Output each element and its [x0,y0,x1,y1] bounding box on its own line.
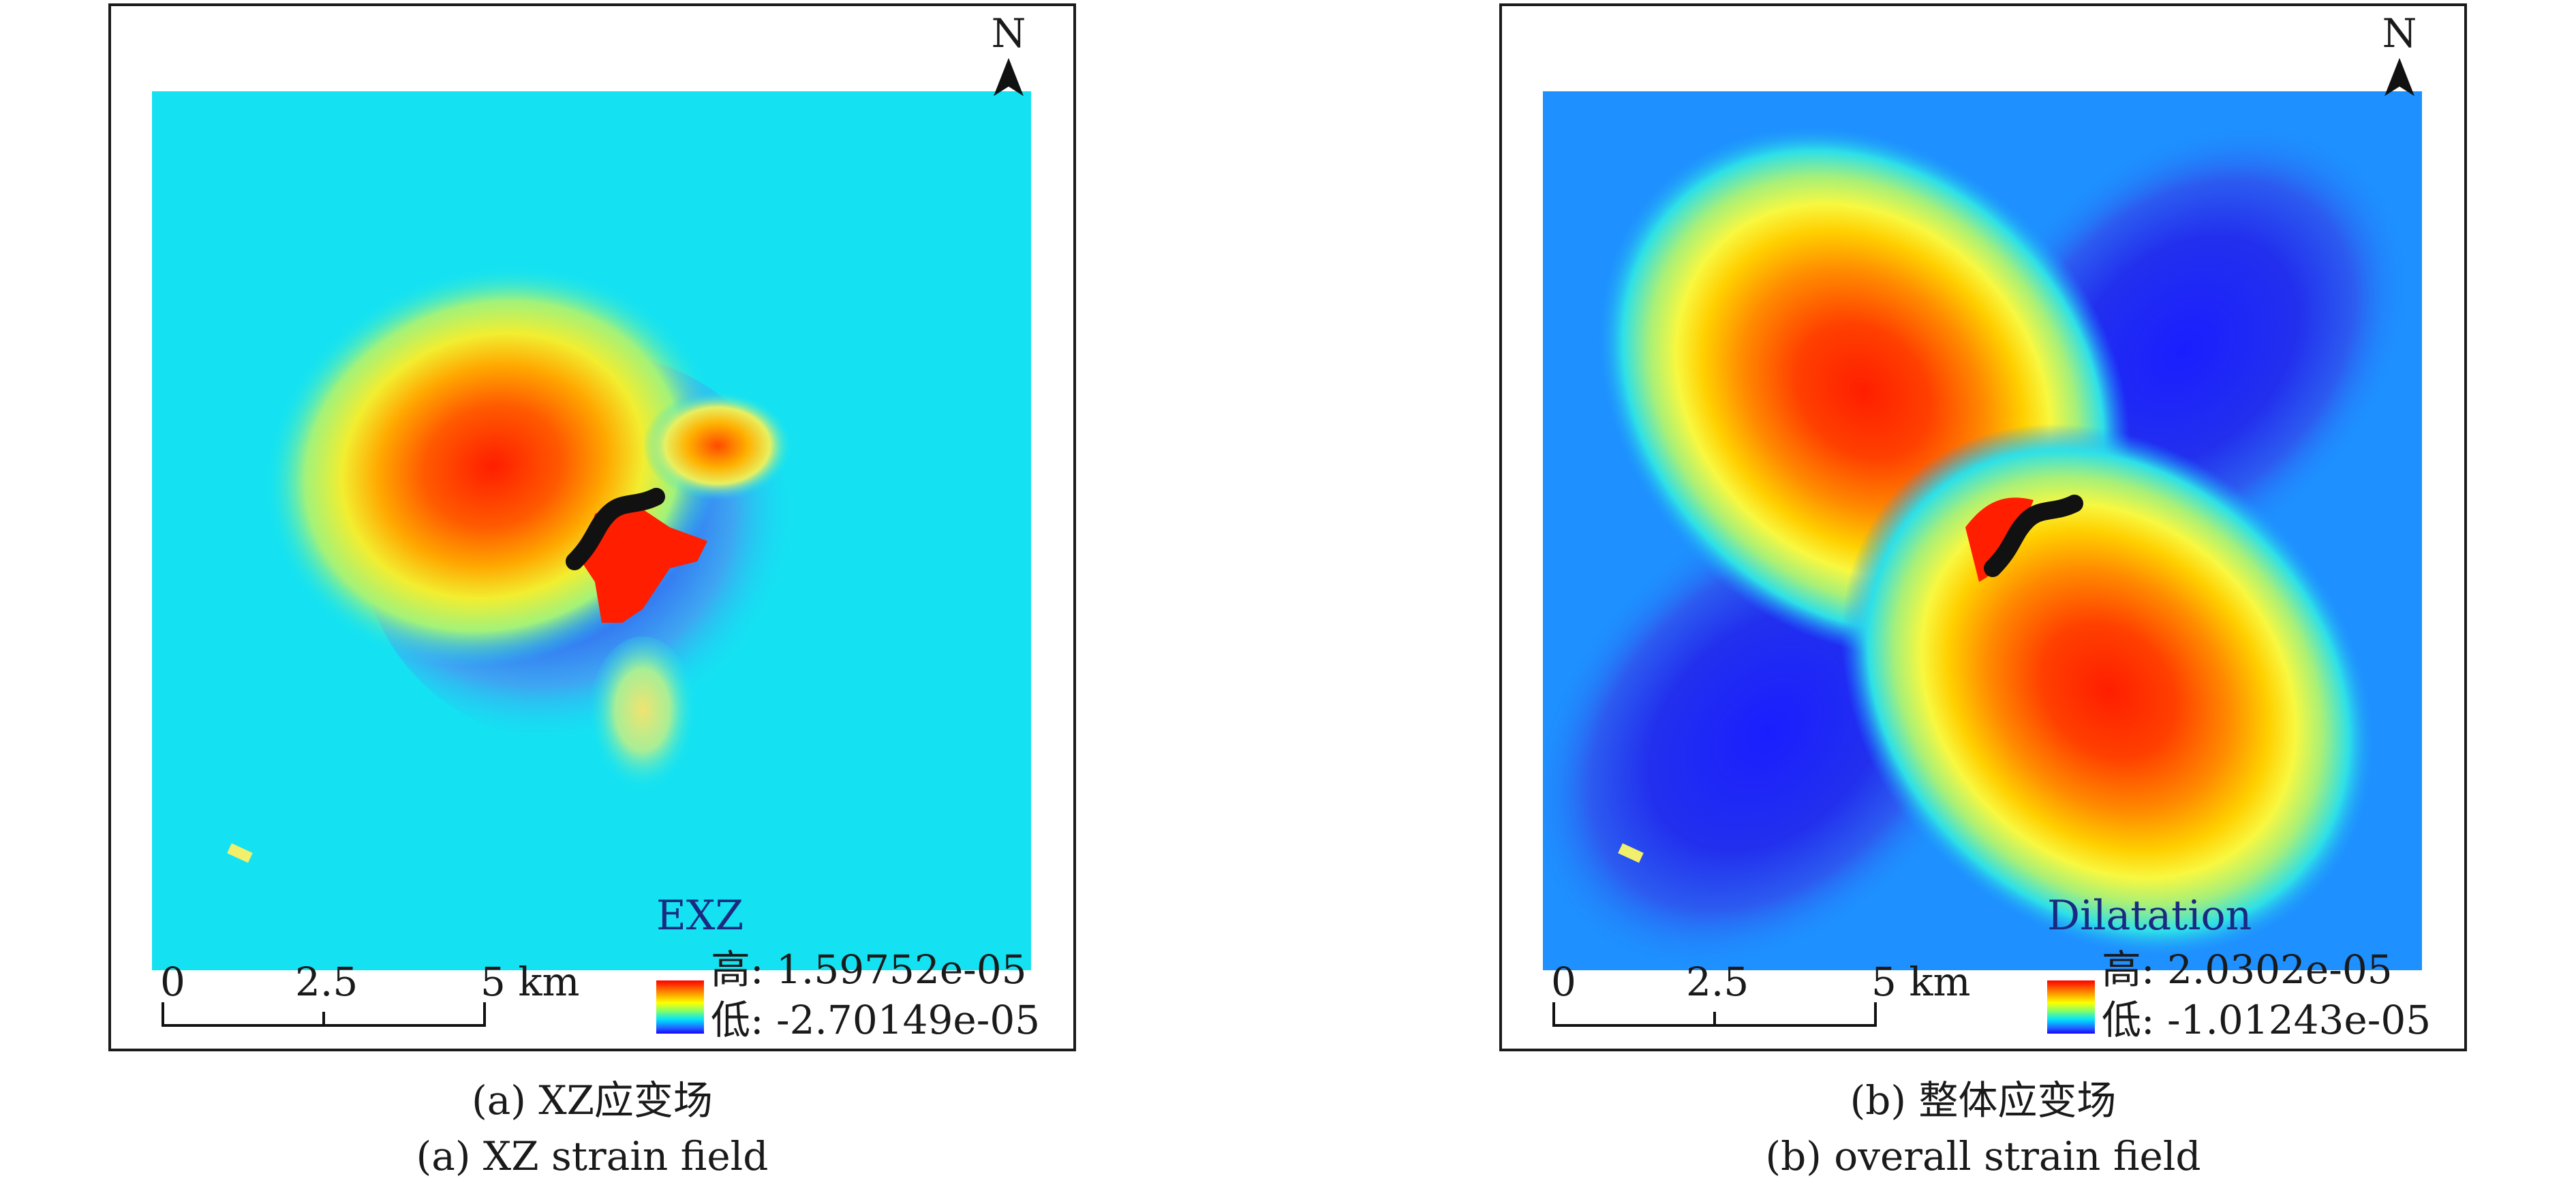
legend-high: 高: 2.0302e-05 [2102,946,2393,993]
location-marker [227,843,253,863]
legend-low: 低: -2.70149e-05 [711,997,1041,1043]
maximum-zone [581,500,707,623]
legend-title: Dilatation [2047,892,2252,940]
north-label: N [2382,10,2417,57]
scale-bar: 0 2.5 5 km [160,959,579,1035]
exz-strain-field-map [152,91,1031,970]
maximum-zone [1965,497,2034,582]
north-arrow-icon [2385,58,2414,96]
scale-tick-5km: 5 km [1871,959,1971,1005]
north-label: N [991,10,1026,57]
yellow-lobe [588,636,697,800]
location-marker [1618,843,1644,863]
north-arrow: N [988,10,1029,96]
legend-title: EXZ [656,892,744,940]
legend: EXZ 高: 1.59752e-05 低: -2.70149e-05 [656,892,1079,1049]
scale-tick-2-5: 2.5 [1686,959,1749,1005]
panel-a-map-frame: N 0 2.5 5 km EXZ 高: 1.59752e-05 低: -2.70… [108,3,1076,1051]
scale-tick-5km: 5 km [480,959,580,1005]
scale-bar: 0 2.5 5 km [1551,959,1970,1035]
scale-tick-0: 0 [160,959,185,1005]
caption-b-zh: (b) 整体应变场 [1850,1077,2117,1124]
north-arrow: N [2379,10,2420,96]
color-ramp [2047,980,2095,1034]
panel-b-map-frame: N 0 2.5 5 km Dilatation 高: 2.0302e-05 低:… [1499,3,2467,1051]
scale-tick-0: 0 [1551,959,1576,1005]
scale-tick-2-5: 2.5 [295,959,358,1005]
legend-low: 低: -1.01243e-05 [2102,997,2432,1043]
fault-trace [566,488,665,570]
scale-bar-line [1552,1002,1877,1027]
dilatation-strain-field-map [1543,91,2422,970]
fault-trace [1984,495,2083,577]
scale-bar-line [162,1002,486,1027]
legend: Dilatation 高: 2.0302e-05 低: -1.01243e-05 [2047,892,2470,1049]
caption-a-en: (a) XZ strain field [416,1133,769,1179]
color-ramp [656,980,704,1034]
north-arrow-icon [994,58,1024,96]
positive-lobe-small [643,391,793,500]
caption-a-zh: (a) XZ应变场 [472,1077,713,1124]
legend-high: 高: 1.59752e-05 [711,946,1027,993]
caption-b-en: (b) overall strain field [1765,1133,2201,1179]
